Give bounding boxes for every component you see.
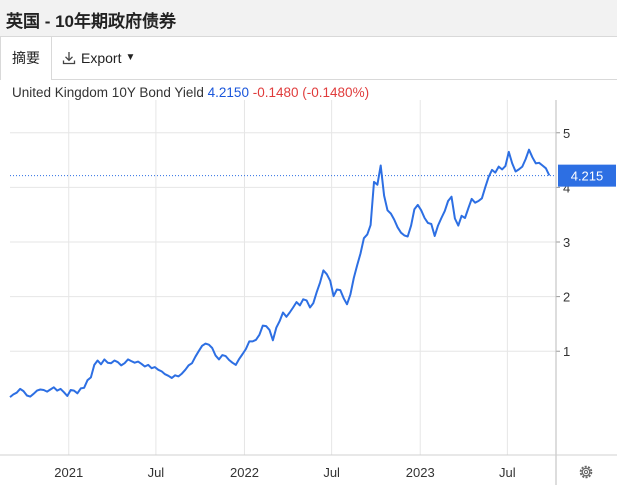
chevron-down-icon: ▼ xyxy=(125,52,136,63)
export-label: Export xyxy=(81,50,122,66)
last-value: 4.2150 xyxy=(207,85,249,100)
x-tick-label: Jul xyxy=(323,465,340,480)
last-value-badge xyxy=(558,164,616,187)
y-tick-label: 4 xyxy=(563,180,570,195)
tab-summary[interactable]: 摘要 xyxy=(0,37,52,80)
x-tick-label: Jul xyxy=(499,465,516,480)
y-tick-label: 1 xyxy=(563,344,570,359)
x-tick-label: 2023 xyxy=(406,465,435,480)
change-percent: (-0.1480%) xyxy=(302,85,370,100)
x-tick-label: Jul xyxy=(148,465,165,480)
y-tick-label: 3 xyxy=(563,235,570,250)
series-line xyxy=(9,148,551,398)
x-tick-label: 2021 xyxy=(54,465,83,480)
title-bar: 英国 - 10年期政府债券 xyxy=(0,0,617,37)
page-title: 英国 - 10年期政府债券 xyxy=(6,12,177,31)
download-icon xyxy=(62,52,76,65)
x-tick-label: 2022 xyxy=(230,465,259,480)
y-tick-label: 2 xyxy=(563,290,570,305)
change-value: -0.1480 xyxy=(252,85,299,100)
y-tick-label: 5 xyxy=(563,126,570,141)
chart-header: United Kingdom 10Y Bond Yield 4.2150 -0.… xyxy=(12,85,369,100)
gear-icon[interactable] xyxy=(577,463,595,481)
instrument-name: United Kingdom 10Y Bond Yield xyxy=(12,85,204,100)
yield-chart[interactable]: 1 2 3 4 5 2021 Jul 2022 Jul 2023 Jul 4.215 xyxy=(0,100,617,485)
last-value-label: 4.215 xyxy=(571,169,604,184)
tab-bar: 摘要 Export ▼ xyxy=(0,37,617,80)
export-button[interactable]: Export ▼ xyxy=(62,37,135,79)
